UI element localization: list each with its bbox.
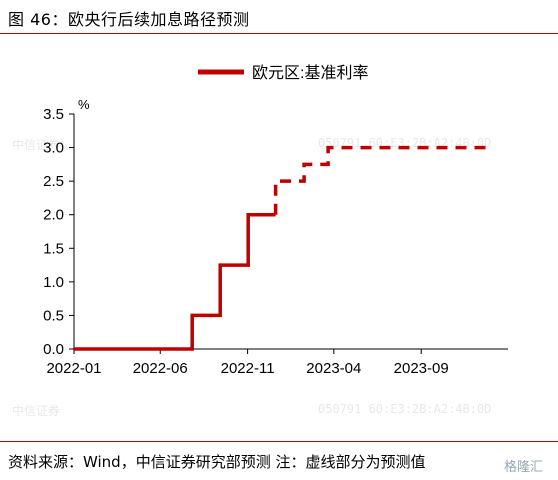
rate-chart: 0.0 0.5 1.0 1.5 2.0 2.5 3.0 3.5% 2022-01 2022-06 2… xyxy=(43,64,508,377)
x-tick-label: 2023-09 xyxy=(394,360,449,377)
brand-watermark: 格隆汇 xyxy=(504,460,544,475)
forecast-line xyxy=(273,145,491,215)
figure-title: 图 46：欧央行后续加息路径预测 xyxy=(8,10,250,29)
watermark-left-top: 中信证券 xyxy=(12,138,61,152)
x-tick-label: 2022-01 xyxy=(46,360,101,377)
y-tick-label: 2.5 xyxy=(43,173,64,190)
rate-line xyxy=(74,212,276,351)
y-axis-unit: % xyxy=(78,97,90,112)
watermark-right-bottom: 050791 60:E3:2B:A2:4B:0D xyxy=(318,402,492,416)
footer-rule xyxy=(0,441,558,442)
x-tick-label: 2023-04 xyxy=(306,360,361,377)
y-tick-label: 3.5 xyxy=(43,106,64,123)
y-tick-label: 0.5 xyxy=(43,307,64,324)
y-tick-label: 1.0 xyxy=(43,274,64,291)
watermark-left-bottom: 中信证券 xyxy=(12,404,61,418)
title-rule xyxy=(0,33,558,34)
legend-label: 欧元区:基准利率 xyxy=(252,64,368,82)
y-tick-label: 3.0 xyxy=(43,140,64,157)
x-tick-label: 2022-06 xyxy=(133,360,188,377)
y-tick-label: 2.0 xyxy=(43,207,64,224)
y-tick-label: 0.0 xyxy=(43,341,64,358)
y-tick-label: 1.5 xyxy=(43,240,64,257)
x-tick-label: 2022-11 xyxy=(221,360,275,377)
source-note: 资料来源：Wind，中信证券研究部预测 注：虚线部分为预测值 xyxy=(8,453,426,471)
